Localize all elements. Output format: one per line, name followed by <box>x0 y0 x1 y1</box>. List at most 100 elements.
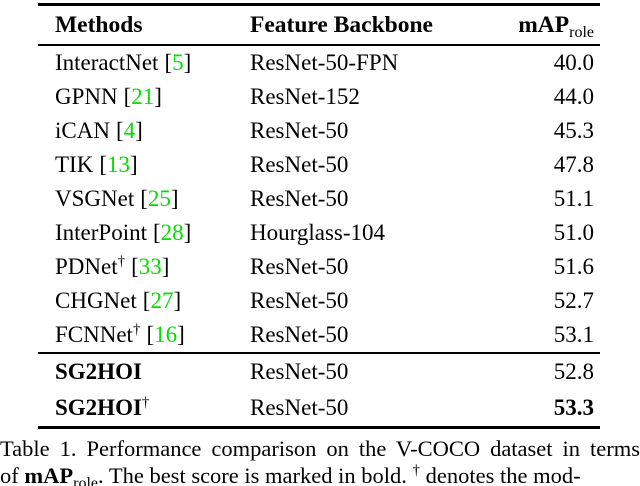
caption-line-2: of mAProle. The best score is marked in … <box>0 462 640 486</box>
table-header-row: Methods Feature Backbone mAProle <box>38 6 600 44</box>
backbone-cell: ResNet-152 <box>250 84 360 109</box>
method-name: SG2HOI <box>55 359 142 384</box>
map-cell: 53.1 <box>553 322 594 347</box>
table-row: FCNNet† [16] ResNet-50 53.1 <box>38 318 600 352</box>
map-cell-best: 53.3 <box>553 395 594 420</box>
cite-bracket-open: [ <box>164 50 173 75</box>
method-name: InterPoint <box>55 220 147 245</box>
header-map-subscript: role <box>569 24 594 41</box>
method-cell: iCAN [4] <box>38 114 250 148</box>
caption-dagger: † <box>412 462 421 479</box>
cite-bracket-close: ] <box>161 254 170 279</box>
table-bottom-rule <box>38 426 600 429</box>
backbone-cell: ResNet-50 <box>250 395 349 420</box>
map-cell: 51.0 <box>553 220 594 245</box>
backbone-cell: ResNet-50-FPN <box>250 50 399 75</box>
method-cell: VSGNet [25] <box>38 182 250 216</box>
backbone-cell: ResNet-50 <box>250 359 349 384</box>
cite-bracket-open: [ <box>131 254 139 279</box>
cite-bracket-close: ] <box>173 288 182 313</box>
citation-number: 28 <box>160 220 184 245</box>
table-top-rule <box>38 3 600 6</box>
table-row-sg2hoi-dagger: SG2HOI† ResNet-50 53.3 <box>38 390 600 426</box>
method-cell: InterPoint [28] <box>38 216 250 250</box>
citation-number: 25 <box>147 186 171 211</box>
ours-separator-rule <box>38 352 600 354</box>
citation-number: 27 <box>150 288 174 313</box>
cite-bracket-open: [ <box>153 220 161 245</box>
caption-map-bold: mAP <box>24 463 74 486</box>
header-map-main: mAP <box>518 12 570 38</box>
dagger-mark: † <box>132 321 141 338</box>
caption-prefix: of <box>0 463 25 486</box>
table-row: PDNet† [33] ResNet-50 51.6 <box>38 250 600 284</box>
cite-bracket-close: ] <box>170 186 179 211</box>
header-separator-rule <box>38 44 600 46</box>
method-name: FCNNet <box>55 322 133 347</box>
backbone-cell: ResNet-50 <box>250 152 349 177</box>
cite-bracket-open: [ <box>99 152 107 177</box>
table-row: GPNN [21] ResNet-152 44.0 <box>38 80 600 114</box>
method-cell: GPNN [21] <box>38 80 250 114</box>
caption-line-1: Table 1. Performance comparison on the V… <box>0 436 640 461</box>
map-cell: 52.8 <box>553 359 594 384</box>
method-name: VSGNet <box>55 186 135 211</box>
method-cell: SG2HOI† <box>38 390 250 426</box>
backbone-cell: Hourglass-104 <box>250 220 386 245</box>
method-cell: SG2HOI <box>38 354 250 390</box>
cite-bracket-open: [ <box>123 84 132 109</box>
method-name: PDNet <box>55 254 118 279</box>
table-caption: Table 1. Performance comparison on the V… <box>0 435 640 486</box>
dagger-mark: † <box>117 253 126 270</box>
table-row-sg2hoi: SG2HOI ResNet-50 52.8 <box>38 354 600 390</box>
backbone-cell: ResNet-50 <box>250 118 349 143</box>
method-name: GPNN <box>55 84 118 109</box>
table-row: VSGNet [25] ResNet-50 51.1 <box>38 182 600 216</box>
table-row: InterPoint [28] Hourglass-104 51.0 <box>38 216 600 250</box>
map-cell: 51.6 <box>553 254 594 279</box>
map-cell: 40.0 <box>553 50 594 75</box>
backbone-cell: ResNet-50 <box>250 322 349 347</box>
caption-map-subscript: role <box>73 475 98 486</box>
method-cell: CHGNet [27] <box>38 284 250 318</box>
backbone-cell: ResNet-50 <box>250 186 349 211</box>
method-cell: TIK [13] <box>38 148 250 182</box>
header-feature-backbone: Feature Backbone <box>250 12 433 38</box>
cite-bracket-open: [ <box>140 186 148 211</box>
backbone-cell: ResNet-50 <box>250 288 349 313</box>
cite-bracket-close: ] <box>183 50 192 75</box>
citation-number: 21 <box>131 84 155 109</box>
header-map-role: mAProle <box>474 6 600 44</box>
map-cell: 51.1 <box>553 186 594 211</box>
table-ours-section: SG2HOI ResNet-50 52.8 SG2HOI† ResNet-50 … <box>38 354 600 426</box>
citation-number: 5 <box>172 50 184 75</box>
caption-suffix: denotes the mod- <box>420 463 581 486</box>
header-methods: Methods <box>55 12 143 38</box>
method-name: SG2HOI <box>55 395 142 420</box>
method-name: InteractNet <box>55 50 159 75</box>
citation-number: 4 <box>123 118 136 143</box>
cite-bracket-open: [ <box>142 288 151 313</box>
cite-bracket-close: ] <box>135 118 143 143</box>
map-cell: 47.8 <box>553 152 594 177</box>
table-body: InteractNet [5] ResNet-50-FPN 40.0 GPNN [2… <box>38 46 600 352</box>
method-name: TIK <box>55 152 94 177</box>
citation-number: 13 <box>107 152 130 177</box>
cite-bracket-close: ] <box>177 322 185 347</box>
cite-bracket-open: [ <box>115 118 124 143</box>
dagger-mark: † <box>141 394 150 411</box>
cite-bracket-close: ] <box>183 220 192 245</box>
table-row: iCAN [4] ResNet-50 45.3 <box>38 114 600 148</box>
cite-bracket-close: ] <box>154 84 162 109</box>
table-row: InteractNet [5] ResNet-50-FPN 40.0 <box>38 46 600 80</box>
method-cell: PDNet† [33] <box>38 250 250 284</box>
method-name: CHGNet <box>55 288 137 313</box>
cite-bracket-open: [ <box>146 322 155 347</box>
map-cell: 52.7 <box>553 288 594 313</box>
cite-bracket-close: ] <box>130 152 138 177</box>
citation-number: 16 <box>154 322 178 347</box>
backbone-cell: ResNet-50 <box>250 254 349 279</box>
map-cell: 45.3 <box>553 118 594 143</box>
table-row: CHGNet [27] ResNet-50 52.7 <box>38 284 600 318</box>
map-cell: 44.0 <box>553 84 594 109</box>
